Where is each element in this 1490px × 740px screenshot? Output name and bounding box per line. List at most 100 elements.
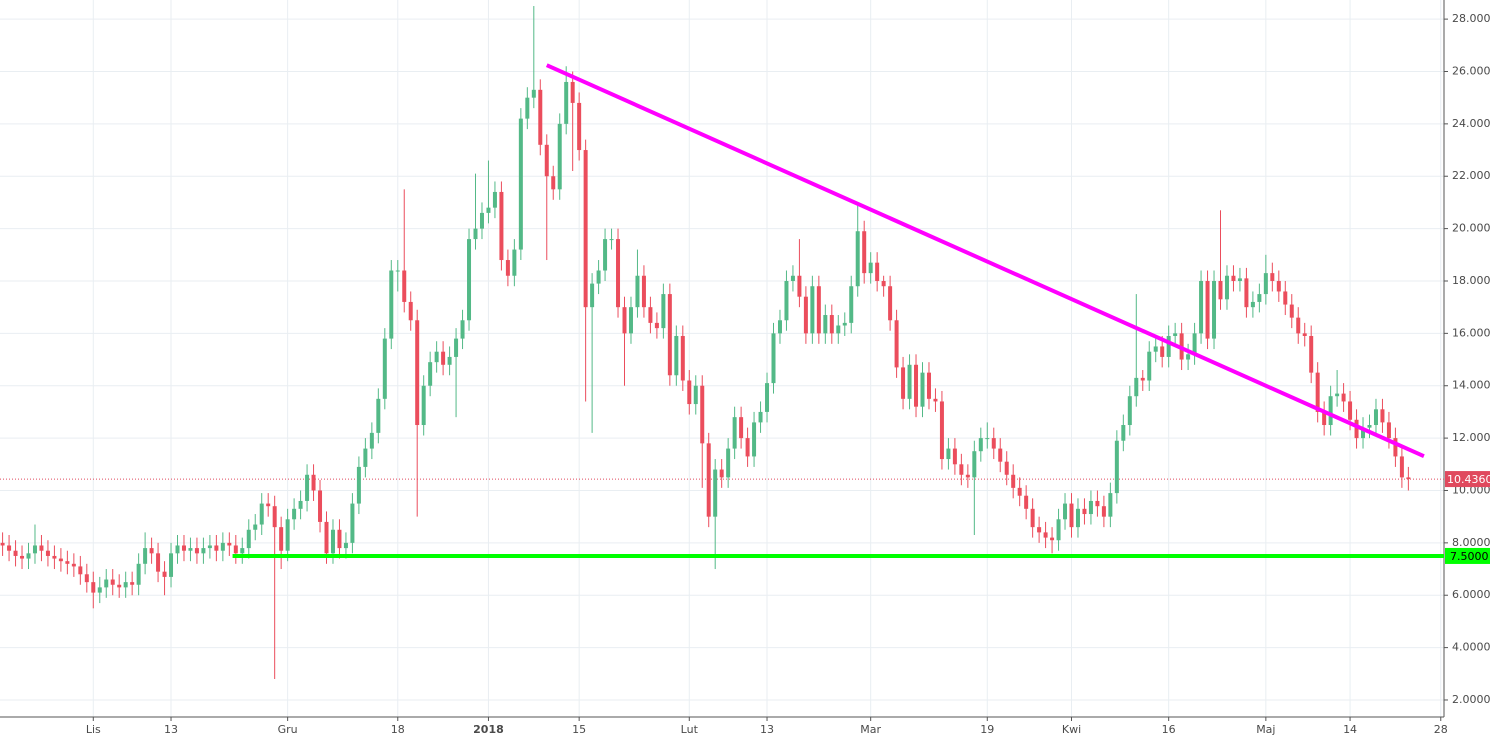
y-tick-label: 4.0000 <box>1452 641 1490 654</box>
candle-body <box>175 545 180 554</box>
x-tick-label: 19 <box>980 723 994 736</box>
candle-body <box>985 438 990 440</box>
candle-body <box>1309 335 1314 373</box>
candle-body <box>143 548 148 564</box>
candle-body <box>1361 427 1366 439</box>
candle-body <box>810 286 815 334</box>
y-tick-label: 18.0000 <box>1452 274 1490 287</box>
candle-body <box>868 262 873 274</box>
candle-body <box>907 364 912 399</box>
x-tick-label: Maj <box>1256 723 1275 736</box>
candle-body <box>816 286 821 334</box>
candle-body <box>939 401 944 460</box>
candle-body <box>169 553 174 577</box>
x-tick-label: 15 <box>572 723 586 736</box>
y-tick-label: 12.0000 <box>1452 431 1490 444</box>
candle-body <box>1134 377 1139 397</box>
candle-body <box>369 432 374 449</box>
candle-body <box>829 315 834 334</box>
candle-body <box>441 351 446 365</box>
candle-body <box>1095 500 1100 507</box>
candle-body <box>389 270 394 339</box>
candle-body <box>687 380 692 405</box>
candle-body <box>408 301 413 321</box>
candle-body <box>330 529 335 554</box>
candle-body <box>240 548 245 554</box>
candle-body <box>460 320 465 339</box>
candle-body <box>544 144 549 177</box>
candle-body <box>1212 280 1217 339</box>
candle-body <box>1063 503 1068 520</box>
candle-body <box>434 351 439 363</box>
candle-body <box>862 231 867 274</box>
candle-body <box>454 338 459 357</box>
candle-body <box>952 448 957 465</box>
candle-body <box>603 239 608 271</box>
candle-body <box>58 558 63 562</box>
candle-body <box>1030 508 1035 528</box>
candle-body <box>1315 372 1320 412</box>
candle-body <box>648 307 653 323</box>
candle-body <box>1101 506 1106 517</box>
candle-body <box>849 286 854 323</box>
candle-body <box>246 529 251 549</box>
candle-body <box>227 542 232 546</box>
candle-body <box>97 587 102 593</box>
candle-body <box>557 123 562 190</box>
candle-body <box>181 545 186 551</box>
candle-body <box>1302 333 1307 336</box>
candle-body <box>765 383 770 412</box>
candle-body <box>894 320 899 368</box>
candle-body <box>654 322 659 329</box>
candle-body <box>91 582 96 593</box>
candle-body <box>1024 495 1029 509</box>
candle-body <box>965 474 970 478</box>
candle-body <box>693 385 698 405</box>
x-tick-label: 28 <box>1434 723 1448 736</box>
candle-body <box>1075 508 1080 528</box>
x-tick-label: Gru <box>278 723 298 736</box>
candle-body <box>1354 419 1359 439</box>
candle-body <box>395 270 400 272</box>
candle-body <box>1244 278 1249 308</box>
candle-body <box>84 574 89 583</box>
candle-body <box>803 296 808 334</box>
candle-body <box>311 474 316 491</box>
candle-body <box>447 356 452 365</box>
candle-body <box>188 548 193 551</box>
y-tick-label: 2.0000 <box>1452 693 1490 706</box>
candle-body <box>324 521 329 554</box>
candle-body <box>797 275 802 297</box>
y-tick-label: 20.0000 <box>1452 222 1490 235</box>
candle-body <box>117 584 122 588</box>
candle-body <box>298 500 303 509</box>
candle-body <box>486 207 491 213</box>
candle-body <box>926 372 931 399</box>
candle-body <box>52 555 57 559</box>
candle-body <box>1380 409 1385 423</box>
candle-body <box>1328 396 1333 426</box>
candle-body <box>1367 425 1372 428</box>
candle-body <box>1237 278 1242 281</box>
candle-body <box>104 579 109 588</box>
candle-body <box>596 270 601 284</box>
candle-body <box>667 294 672 376</box>
candle-body <box>492 191 497 208</box>
price-label: 10.4360 <box>1447 473 1490 486</box>
candle-body <box>790 275 795 281</box>
x-tick-label: Mar <box>860 723 881 736</box>
candle-body <box>1192 333 1197 355</box>
candle-body <box>752 422 757 457</box>
candle-body <box>1037 527 1042 533</box>
candle-body <box>162 571 167 577</box>
candle-body <box>318 490 323 522</box>
candle-body <box>1205 280 1210 339</box>
candle-body <box>538 89 543 145</box>
candle-body <box>363 448 368 467</box>
price-label-box <box>1445 547 1490 564</box>
candle-body <box>875 262 880 281</box>
candle-body <box>1283 291 1288 305</box>
candle-body <box>758 411 763 423</box>
candle-body <box>272 506 277 528</box>
